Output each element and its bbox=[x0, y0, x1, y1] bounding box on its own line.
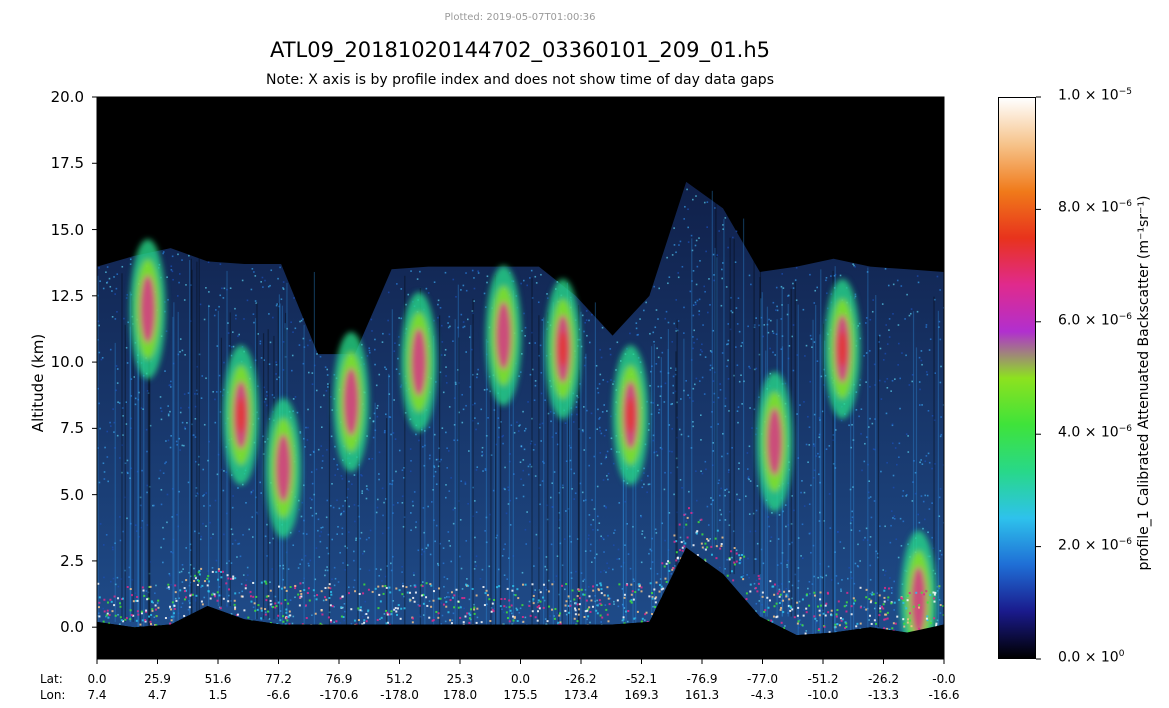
boundary-layer bbox=[97, 507, 944, 635]
cloud-feature-3 bbox=[343, 367, 360, 436]
lat-tick-label: -76.9 bbox=[686, 672, 718, 686]
lat-tick-label: 77.2 bbox=[265, 672, 292, 686]
lon-tick-label: -13.3 bbox=[867, 688, 900, 702]
y-tick-label: 15.0 bbox=[50, 220, 84, 239]
chart-title: ATL09_20181020144702_03360101_209_01.h5 bbox=[269, 38, 771, 62]
cloud-feature-7 bbox=[626, 397, 635, 434]
lat-tick-label: -26.2 bbox=[867, 672, 900, 686]
plot-content bbox=[97, 181, 944, 659]
colorbar bbox=[998, 97, 1036, 659]
cloud-feature-10 bbox=[910, 566, 927, 635]
colorbar-tick-label: 2.0 × 10−6 bbox=[1058, 536, 1132, 554]
lat-tick-label: 51.6 bbox=[204, 672, 232, 686]
lat-tick-label: -77.0 bbox=[746, 672, 779, 686]
chart-subtitle: Note: X axis is by profile index and doe… bbox=[266, 72, 774, 88]
cloud-feature-8 bbox=[766, 407, 783, 476]
ground-surface bbox=[97, 547, 944, 659]
cloud-feature-0 bbox=[139, 275, 156, 344]
lat-tick-label: 25.3 bbox=[446, 672, 474, 686]
cloud-feature-6 bbox=[558, 330, 567, 367]
lon-tick-label: 169.3 bbox=[624, 688, 659, 702]
lon-tick-label: -6.6 bbox=[266, 688, 291, 702]
colorbar-tick-label: 1.0 × 10−5 bbox=[1058, 87, 1132, 104]
lon-tick-label: 7.4 bbox=[87, 688, 107, 702]
y-tick-label: 20.0 bbox=[50, 88, 84, 106]
cloud-feature-5 bbox=[495, 301, 512, 370]
colorbar-tick-label: 0.0 × 100 bbox=[1058, 649, 1125, 666]
cloud-features bbox=[129, 239, 937, 659]
y-tick-label: 12.5 bbox=[50, 286, 84, 305]
plotted-timestamp: Plotted: 2019-05-07T01:00:36 bbox=[444, 12, 596, 23]
y-tick-label: 5.0 bbox=[60, 485, 84, 504]
lon-tick-label: 4.7 bbox=[147, 688, 168, 702]
colorbar-tick-label: 4.0 × 10−6 bbox=[1058, 424, 1132, 441]
scattering-layer bbox=[97, 181, 944, 636]
lat-tick-label: -51.2 bbox=[807, 672, 839, 686]
lon-tick-label: -178.0 bbox=[380, 688, 419, 702]
colorbar-tick-label: 8.0 × 10−6 bbox=[1058, 199, 1132, 217]
lon-tick-label: -4.3 bbox=[750, 688, 775, 702]
lon-tick-label: 161.3 bbox=[684, 688, 720, 702]
lat-tick-label: -26.2 bbox=[565, 672, 597, 686]
cloud-feature-2 bbox=[275, 434, 292, 503]
y-tick-label: 17.5 bbox=[50, 154, 84, 173]
lat-tick-label: 25.9 bbox=[144, 672, 171, 686]
lon-tick-label: -10.0 bbox=[807, 688, 839, 702]
y-tick-label: 0.0 bbox=[60, 618, 84, 637]
y-tick-label: 2.5 bbox=[60, 551, 84, 570]
colorbar-label: profile_1 Calibrated Attenuated Backscat… bbox=[1136, 195, 1152, 571]
colorbar-tick-label: 6.0 × 10−6 bbox=[1058, 311, 1132, 329]
y-tick-label: 10.0 bbox=[50, 353, 84, 372]
lat-tick-label: 51.2 bbox=[386, 672, 413, 686]
lon-row-label: Lon: bbox=[40, 688, 66, 702]
vertical-streaks bbox=[97, 190, 939, 636]
lat-tick-label: 0.0 bbox=[87, 672, 107, 686]
lon-tick-label: -16.6 bbox=[928, 688, 960, 702]
y-tick-label: 7.5 bbox=[60, 419, 84, 438]
cloud-feature-4 bbox=[410, 328, 427, 397]
lat-tick-label: 76.9 bbox=[325, 672, 353, 686]
lat-tick-label: 0.0 bbox=[510, 672, 531, 686]
lon-tick-label: 173.4 bbox=[563, 688, 599, 702]
lat-tick-label: -52.1 bbox=[625, 672, 658, 686]
lon-tick-label: 175.5 bbox=[503, 688, 538, 702]
lat-row-label: Lat: bbox=[40, 672, 63, 686]
lon-tick-label: 1.5 bbox=[208, 688, 228, 702]
lon-tick-label: 178.0 bbox=[442, 688, 478, 702]
lat-tick-label: -0.0 bbox=[932, 672, 956, 686]
cloud-feature-1 bbox=[236, 397, 245, 434]
lon-tick-label: -170.6 bbox=[319, 688, 359, 702]
cloud-feature-9 bbox=[838, 330, 847, 367]
